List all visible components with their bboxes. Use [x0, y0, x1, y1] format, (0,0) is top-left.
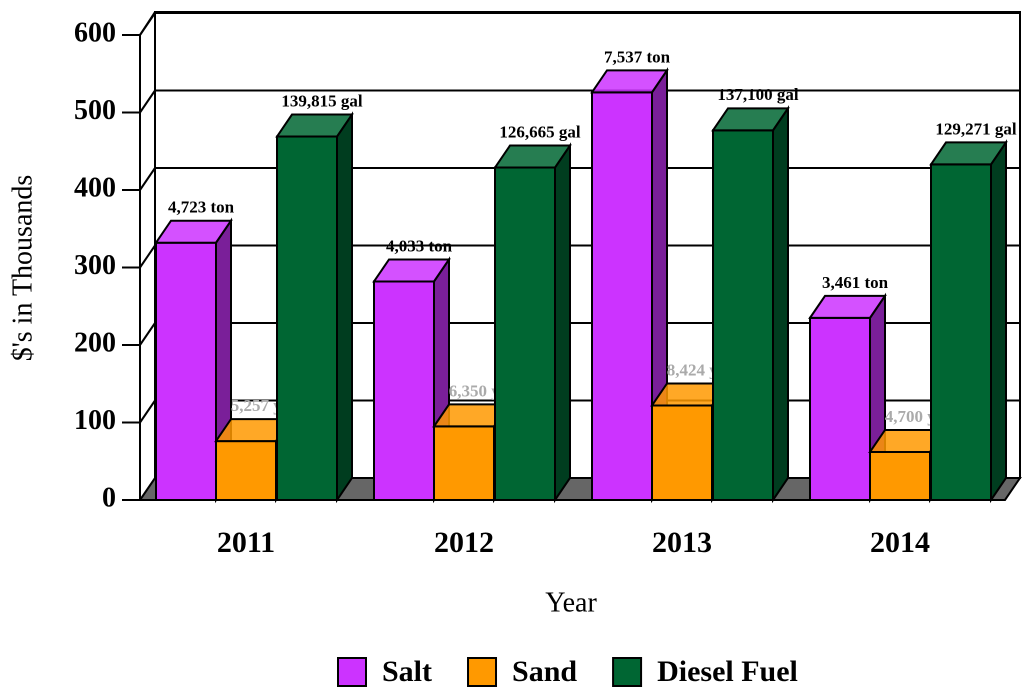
x-tick-label: 2012	[434, 526, 494, 559]
bar-front	[651, 404, 713, 502]
y-axis-label: $'s in Thousands	[7, 175, 38, 362]
grid-line	[139, 12, 156, 36]
y-tick-label: 300	[74, 250, 116, 281]
y-tick-label: 400	[74, 172, 116, 203]
x-tick-label: 2014	[870, 526, 930, 559]
grid-line	[139, 89, 156, 114]
bar-top	[275, 113, 354, 138]
bar-label: 126,665 gal	[499, 122, 581, 141]
grid-line	[139, 399, 156, 424]
grid-line	[139, 244, 156, 269]
bar-top	[154, 219, 233, 244]
bar-front	[930, 163, 992, 502]
grid-line	[139, 322, 156, 346]
bar-top	[590, 69, 669, 94]
bar-label: 4,723 ton	[168, 198, 235, 217]
y-tick-label: 500	[74, 95, 116, 126]
bar-side	[990, 139, 1007, 504]
bar-front	[712, 129, 774, 501]
bar-front	[809, 316, 871, 501]
bar-front	[869, 450, 931, 502]
y-tick-label: 0	[102, 482, 116, 513]
bar-side	[772, 105, 789, 504]
legend-label: Diesel Fuel	[657, 655, 798, 688]
bar-front	[433, 425, 495, 501]
legend-swatch	[612, 657, 643, 687]
bar-side	[336, 111, 353, 504]
bar-front	[276, 135, 338, 501]
bar-top	[493, 144, 572, 169]
x-axis-label: Year	[545, 587, 597, 618]
legend-label: Salt	[382, 655, 432, 688]
bar-front	[373, 280, 435, 502]
legend-swatch	[467, 657, 498, 687]
bar-label: 139,815 gal	[281, 91, 363, 110]
y-tick-label: 100	[74, 405, 116, 436]
bar-label: 3,461 ton	[822, 273, 889, 292]
bar-top	[711, 107, 790, 132]
bar-front	[155, 241, 217, 501]
legend-swatch	[337, 657, 367, 687]
bar-front	[215, 440, 277, 502]
bar-top	[372, 258, 451, 283]
bar-label: 4,033 ton	[386, 236, 453, 255]
grid-line	[139, 167, 156, 191]
y-tick-label: 600	[74, 17, 116, 48]
x-tick-label: 2013	[652, 526, 712, 559]
bar-label: 137,100 gal	[717, 85, 799, 104]
y-tick-label: 200	[74, 327, 116, 358]
bar-top	[929, 141, 1008, 166]
bar-label: 7,537 ton	[604, 47, 671, 66]
bar-side	[554, 142, 571, 504]
bar-label: 129,271 gal	[935, 119, 1017, 138]
x-tick-label: 2011	[217, 526, 275, 559]
bar-front	[494, 166, 556, 501]
bar-top	[808, 294, 887, 319]
legend-label: Sand	[512, 655, 577, 688]
bar-front	[591, 91, 653, 501]
